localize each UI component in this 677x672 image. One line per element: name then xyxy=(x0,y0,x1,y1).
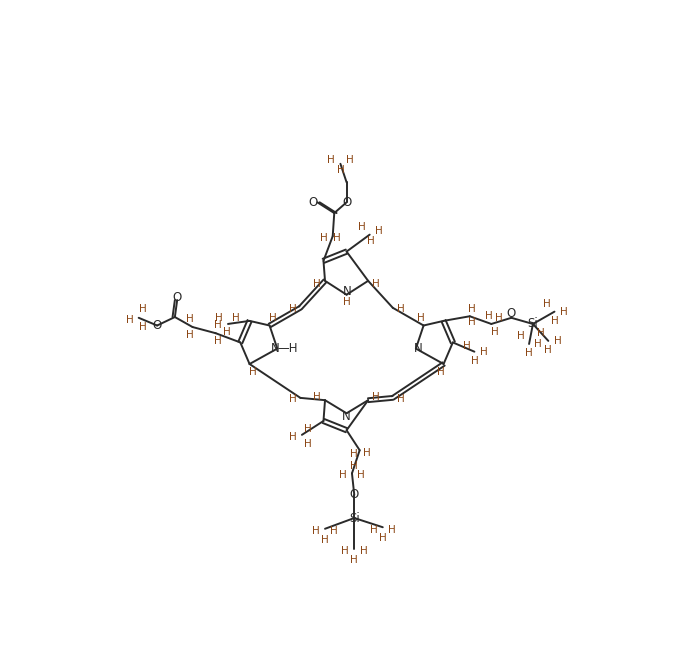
Text: H: H xyxy=(416,312,424,323)
Text: H: H xyxy=(463,341,471,351)
Text: Si: Si xyxy=(349,511,359,525)
Text: H: H xyxy=(339,470,347,480)
Text: H: H xyxy=(214,321,222,331)
Text: H: H xyxy=(485,311,493,321)
Text: H: H xyxy=(397,394,404,404)
Text: H: H xyxy=(313,392,321,402)
Text: H: H xyxy=(379,533,387,543)
Text: H: H xyxy=(550,316,559,326)
Text: H: H xyxy=(468,304,476,314)
Text: H: H xyxy=(357,470,365,480)
Text: H: H xyxy=(554,336,561,346)
Text: H: H xyxy=(359,546,368,556)
Text: H: H xyxy=(186,314,194,325)
Text: H: H xyxy=(375,226,383,236)
Text: N: N xyxy=(414,342,422,355)
Text: H: H xyxy=(327,155,335,165)
Text: H: H xyxy=(289,394,297,404)
Text: H: H xyxy=(232,312,240,323)
Text: H: H xyxy=(336,165,345,175)
Text: H: H xyxy=(334,233,341,243)
Text: H: H xyxy=(289,432,297,442)
Text: H: H xyxy=(321,534,329,544)
Text: O: O xyxy=(173,290,182,304)
Text: N: N xyxy=(343,285,352,298)
Text: H: H xyxy=(517,331,525,341)
Text: H: H xyxy=(437,367,444,377)
Text: H: H xyxy=(358,222,366,232)
Text: H: H xyxy=(125,315,133,325)
Text: H: H xyxy=(372,392,380,402)
Text: H: H xyxy=(388,525,396,534)
Text: H: H xyxy=(492,327,499,337)
Text: H: H xyxy=(525,348,533,358)
Text: H: H xyxy=(370,525,377,534)
Text: H: H xyxy=(214,336,222,346)
Text: H: H xyxy=(351,554,358,564)
Text: N: N xyxy=(271,342,280,355)
Text: O: O xyxy=(308,196,318,209)
Text: H: H xyxy=(223,327,230,337)
Text: H: H xyxy=(313,279,321,289)
Text: H: H xyxy=(346,155,353,165)
Text: H: H xyxy=(139,322,146,332)
Text: H: H xyxy=(544,345,552,355)
Text: H: H xyxy=(397,304,404,314)
Text: H: H xyxy=(343,296,351,306)
Text: H: H xyxy=(269,312,276,323)
Text: H: H xyxy=(186,330,194,340)
Text: N: N xyxy=(342,410,351,423)
Text: H: H xyxy=(471,356,478,366)
Text: H: H xyxy=(372,279,380,289)
Text: H: H xyxy=(368,236,375,246)
Text: H: H xyxy=(304,423,312,433)
Text: O: O xyxy=(152,319,162,332)
Text: H: H xyxy=(560,306,567,317)
Text: H: H xyxy=(289,304,297,314)
Text: H: H xyxy=(248,367,257,377)
Text: O: O xyxy=(506,308,516,321)
Text: H: H xyxy=(312,526,320,536)
Text: Si: Si xyxy=(527,317,538,331)
Text: —H: —H xyxy=(277,342,297,355)
Text: H: H xyxy=(537,328,544,338)
Text: H: H xyxy=(349,460,357,470)
Text: H: H xyxy=(330,526,338,536)
Text: O: O xyxy=(342,196,351,209)
Text: H: H xyxy=(304,439,312,449)
Text: H: H xyxy=(139,304,146,314)
Text: H: H xyxy=(349,449,357,459)
Text: H: H xyxy=(364,448,371,458)
Text: H: H xyxy=(543,299,550,309)
Text: H: H xyxy=(480,347,487,357)
Text: O: O xyxy=(349,489,359,501)
Text: H: H xyxy=(341,546,349,556)
Text: H: H xyxy=(320,233,328,243)
Text: H: H xyxy=(215,312,223,323)
Text: H: H xyxy=(495,312,503,323)
Text: H: H xyxy=(468,317,476,327)
Text: H: H xyxy=(534,339,542,349)
